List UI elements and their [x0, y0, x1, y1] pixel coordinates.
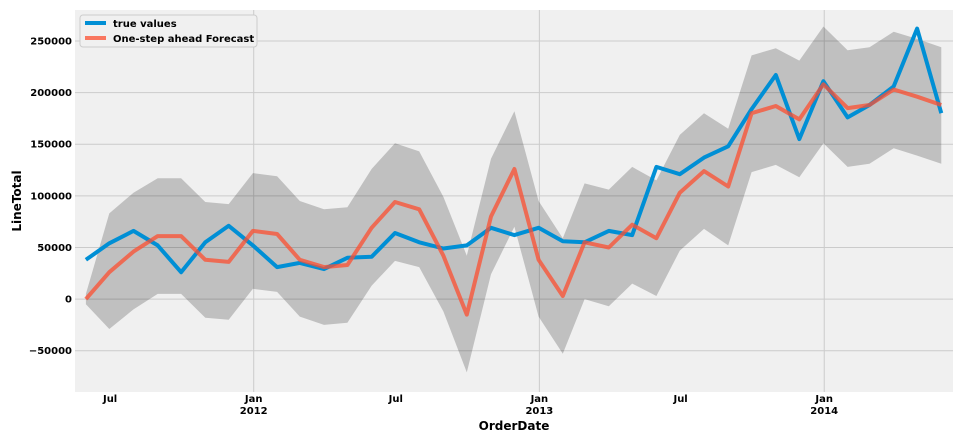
y-tick-label: 200000: [30, 88, 72, 99]
confidence-interval-area: [85, 26, 942, 373]
x-tick-label: Jan: [530, 394, 549, 405]
y-tick-label: 250000: [30, 36, 72, 47]
x-tick-year-label: 2012: [240, 406, 268, 417]
true-values-line: [84, 26, 944, 275]
y-axis-label: LineTotal: [10, 170, 24, 231]
legend-box: [79, 14, 258, 48]
x-tick-label: Jul: [388, 394, 403, 405]
y-tick-label: 0: [65, 295, 72, 306]
legend: true values One-step ahead Forecast: [79, 14, 258, 48]
x-tick-year-label: 2013: [525, 406, 553, 417]
confidence-band: [85, 26, 942, 373]
x-tick-label: Jan: [814, 394, 833, 405]
forecast-line: [84, 82, 942, 317]
y-tick-label: 150000: [30, 140, 72, 151]
legend-label-true-values: true values: [113, 19, 177, 30]
y-tick-labels: 250000 200000 150000 100000 50000 0 −50000: [29, 36, 72, 357]
y-tick-label: 100000: [30, 191, 72, 202]
plot-area: [75, 10, 953, 392]
y-tick-label: −50000: [29, 346, 72, 357]
y-tick-label: 50000: [37, 243, 72, 254]
x-tick-label: Jan: [244, 394, 263, 405]
x-tick-label: Jul: [102, 394, 117, 405]
x-tick-year-label: 2014: [810, 406, 838, 417]
series-lines: [84, 26, 944, 317]
x-tick-label: Jul: [672, 394, 687, 405]
legend-label-forecast: One-step ahead Forecast: [113, 34, 254, 45]
x-axis-label: OrderDate: [479, 419, 550, 433]
